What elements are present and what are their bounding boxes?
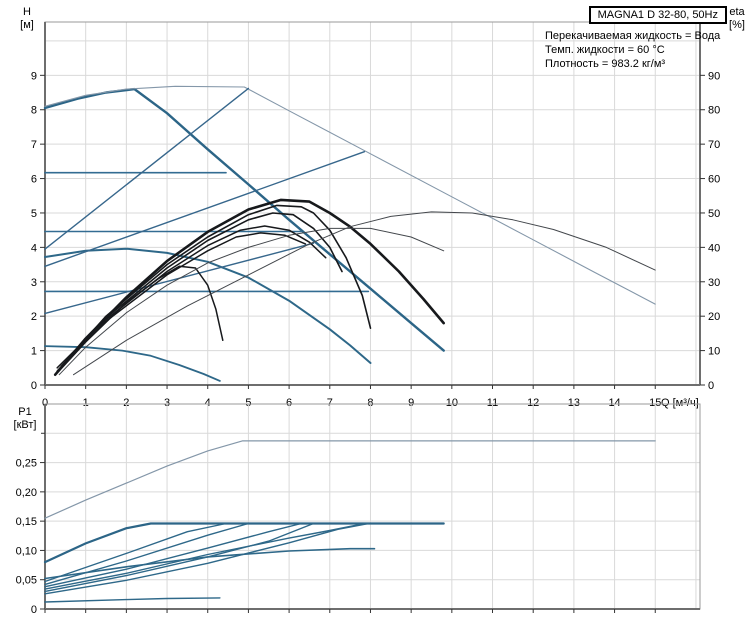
info-line-temperature: Темп. жидкости = 60 °C (545, 44, 665, 56)
y-tick-label: 7 (31, 139, 37, 151)
x-tick-label: 10 (446, 397, 458, 409)
eta-tick-label: 20 (708, 311, 720, 323)
parallel-curve-3 (58, 212, 343, 371)
info-line-density: Плотность = 983.2 кг/м³ (545, 58, 666, 70)
eta-curve-single (58, 227, 445, 376)
parallel-curve-low (56, 265, 224, 374)
x-tick-label: 13 (568, 397, 580, 409)
x-tick-label: 11 (487, 397, 498, 409)
x-tick-label: 14 (608, 397, 620, 409)
x-tick-label: 3 (164, 397, 170, 409)
series-p1 (43, 440, 656, 603)
info-line-fluid: Перекачиваемая жидкость = Вода (545, 30, 721, 42)
p1-axis-label-line1: P1 (18, 406, 32, 418)
eta-axis-label: eta [%] (724, 6, 750, 32)
axes-p1 (44, 404, 700, 610)
eta-tick-label: 50 (708, 208, 720, 220)
x-tick-label: 6 (286, 397, 292, 409)
h-axis-label-line2: [м] (20, 19, 34, 31)
prop-pressure-curve-1 (44, 87, 250, 250)
h-axis-label: H [м] (14, 6, 40, 32)
prop-pressure-curve-2 (44, 151, 366, 267)
eta-tick-label: 80 (708, 105, 720, 117)
axes-qh (44, 22, 701, 386)
parallel-curve-4 (56, 225, 327, 369)
parallel-curve-2 (56, 204, 372, 372)
y-tick-label: 6 (31, 174, 37, 186)
eta-axis-label-line1: eta (729, 6, 745, 18)
p1-speed-ii (44, 547, 376, 580)
parallel-curve-max (53, 198, 445, 376)
y-tick-label: 3 (31, 277, 37, 289)
y-tick-label: 0 (31, 380, 37, 392)
series-qh (43, 85, 656, 382)
p1-axis-label-line2: [кВт] (13, 419, 37, 431)
x-tick-label: 12 (527, 397, 539, 409)
eta-tick-label: 70 (708, 139, 720, 151)
x-tick-label: 7 (327, 397, 333, 409)
x-tick-label: 5 (245, 397, 251, 409)
y-tick-label: 0,10 (16, 545, 37, 557)
x-tick-label: 1 (83, 397, 89, 409)
p1-const-pressure-1 (44, 522, 227, 583)
q-axis-unit-label: Q [м³/ч] (661, 397, 699, 409)
gridlines-p1 (45, 404, 700, 609)
y-tick-label: 2 (31, 311, 37, 323)
y-tick-label: 4 (31, 242, 37, 254)
ticks-p1: 0 0,05 0,10 0,15 0,20 0,25 (16, 432, 656, 616)
x-tick-label: 2 (123, 397, 129, 409)
max-curve-single-pump (43, 87, 445, 352)
p1-speed-i (44, 597, 221, 603)
pump-title-box: MAGNA1 D 32-80, 50Hz (588, 6, 727, 24)
chart-p1: 0 0,05 0,10 0,15 0,20 0,25 (16, 403, 701, 616)
p1-max-single (43, 522, 445, 564)
y-tick-label: 0,20 (16, 487, 37, 499)
y-tick-label: 5 (31, 208, 37, 220)
x-tick-label: 9 (408, 397, 414, 409)
y-tick-label: 8 (31, 105, 37, 117)
eta-axis-label-line2: [%] (729, 19, 745, 31)
x-tick-label: 0 (42, 397, 48, 409)
eta-tick-label: 60 (708, 174, 720, 186)
y-tick-label: 0 (31, 604, 37, 616)
max-curve-parallel (44, 85, 656, 305)
x-tick-label: 8 (367, 397, 373, 409)
x-tick-label: 4 (205, 397, 211, 409)
p1-max-parallel (44, 440, 656, 519)
p1-const-pressure-3 (44, 522, 370, 595)
y-tick-label: 0,05 (16, 575, 37, 587)
eta-tick-label: 0 (708, 380, 714, 392)
p1-const-pressure-2 (44, 522, 302, 588)
speed-i-curve (44, 345, 221, 382)
y-tick-label: 0,25 (16, 458, 37, 470)
p1-axis-label: P1 [кВт] (8, 406, 42, 432)
eta-tick-label: 40 (708, 242, 720, 254)
y-tick-label: 9 (31, 70, 37, 82)
h-axis-label-line1: H (23, 6, 31, 18)
eta-tick-label: 30 (708, 277, 720, 289)
plot-frame-p1 (44, 403, 701, 610)
eta-curve-parallel (73, 211, 656, 376)
fluid-info-block: Перекачиваемая жидкость = Вода Темп. жид… (545, 29, 720, 71)
eta-tick-label: 90 (708, 70, 720, 82)
eta-tick-label: 10 (708, 346, 720, 358)
x-tick-label: 15 (649, 397, 661, 409)
speed-ii-curve (44, 247, 372, 364)
parallel-curve-5 (60, 232, 307, 367)
y-tick-label: 0,15 (16, 516, 37, 528)
gridlines-qh (45, 22, 700, 385)
y-tick-label: 1 (31, 346, 37, 358)
